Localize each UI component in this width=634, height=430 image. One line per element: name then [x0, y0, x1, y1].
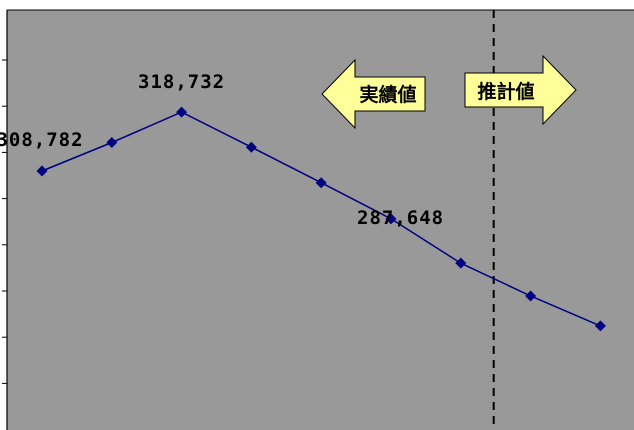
data-label: 308,782 — [0, 129, 84, 151]
actual-label: 実績値 — [359, 83, 416, 106]
data-point-marker — [385, 213, 397, 225]
forecast-arrow: 推計値 — [464, 54, 577, 126]
left-arrow-icon — [321, 58, 426, 130]
forecast-label: 推計値 — [477, 80, 534, 103]
data-label: 318,732 — [138, 71, 225, 93]
actual-arrow: 実績値 — [321, 58, 426, 130]
y-axis-ticks — [2, 9, 634, 384]
data-point-marker — [176, 106, 188, 118]
data-markers — [36, 106, 606, 332]
data-labels: 308,782 318,732 287,648 — [0, 71, 444, 229]
data-point-marker — [455, 257, 467, 269]
data-point-marker — [36, 165, 48, 177]
right-arrow-icon — [464, 54, 577, 126]
data-point-marker — [525, 290, 537, 302]
data-label: 287,648 — [357, 207, 444, 229]
data-point-marker — [106, 137, 118, 149]
data-point-marker — [594, 320, 606, 332]
data-point-marker — [315, 177, 327, 189]
data-point-marker — [245, 141, 257, 153]
